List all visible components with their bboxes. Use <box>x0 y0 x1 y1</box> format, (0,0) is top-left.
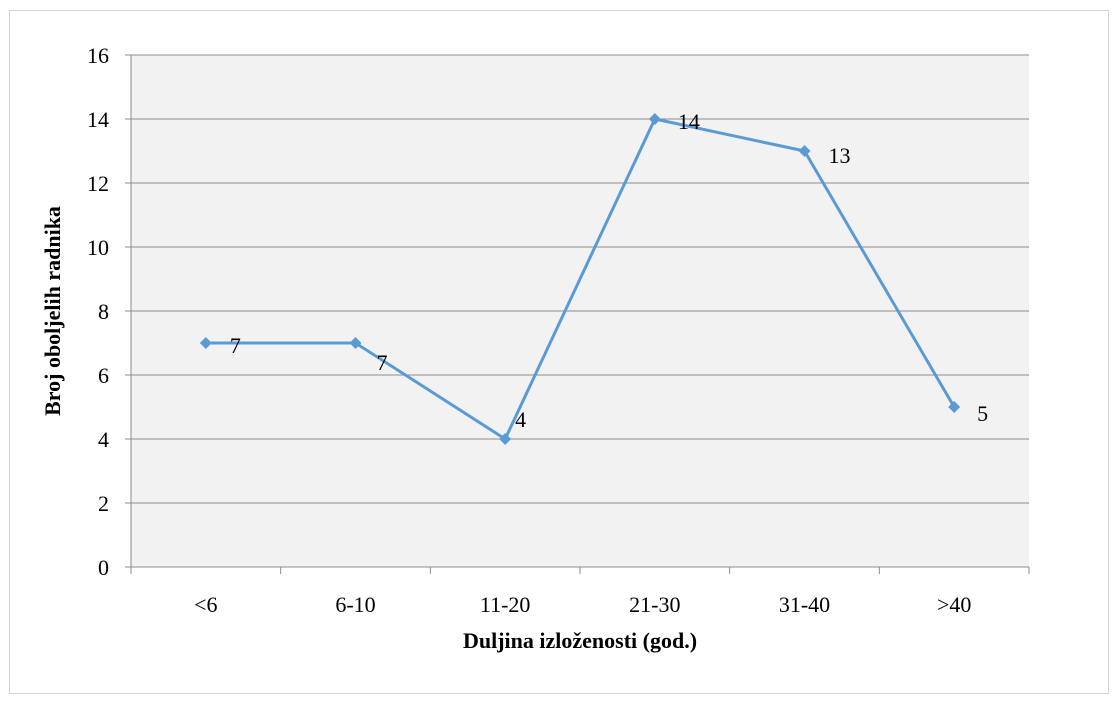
y-tick-label: 16 <box>87 43 109 68</box>
data-label: 4 <box>515 407 526 432</box>
data-point-marker <box>349 337 362 349</box>
x-tick-labels: <6 6-10 11-20 21-30 31-40 >40 <box>194 592 971 617</box>
x-tick-label: 6-10 <box>335 592 375 617</box>
y-tick-label: 8 <box>98 299 109 324</box>
data-point-marker <box>199 337 212 349</box>
data-labels: 7 7 4 14 13 5 <box>230 109 988 432</box>
x-tick-label: <6 <box>194 592 217 617</box>
data-point-marker <box>648 113 661 125</box>
x-tick-label: >40 <box>937 592 971 617</box>
series-line <box>205 117 956 441</box>
axes <box>130 55 1030 574</box>
y-tick-label: 12 <box>87 171 109 196</box>
y-tick-label: 14 <box>87 107 109 132</box>
y-tick-label: 2 <box>98 491 109 516</box>
data-point-marker <box>798 145 811 157</box>
data-point-marker <box>499 433 512 445</box>
y-tick-label: 6 <box>98 363 109 388</box>
gridlines <box>125 54 1029 568</box>
y-tick-label: 10 <box>87 235 109 260</box>
data-label: 5 <box>977 401 988 426</box>
series-group <box>199 113 961 445</box>
x-axis-title: Duljina izloženosti (god.) <box>463 628 697 653</box>
y-axis-title: Broj oboljelih radnika <box>40 206 65 416</box>
x-tick-label: 21-30 <box>629 592 680 617</box>
y-tick-labels: 0 2 4 6 8 10 12 14 16 <box>87 43 109 580</box>
data-point-marker <box>948 401 961 413</box>
data-label: 7 <box>230 333 241 358</box>
y-tick-label: 0 <box>98 555 109 580</box>
x-tick-label: 31-40 <box>779 592 830 617</box>
data-label: 7 <box>377 350 388 375</box>
data-label: 13 <box>829 143 851 168</box>
y-tick-label: 4 <box>98 427 109 452</box>
data-label: 14 <box>678 109 700 134</box>
x-tick-label: 11-20 <box>480 592 531 617</box>
